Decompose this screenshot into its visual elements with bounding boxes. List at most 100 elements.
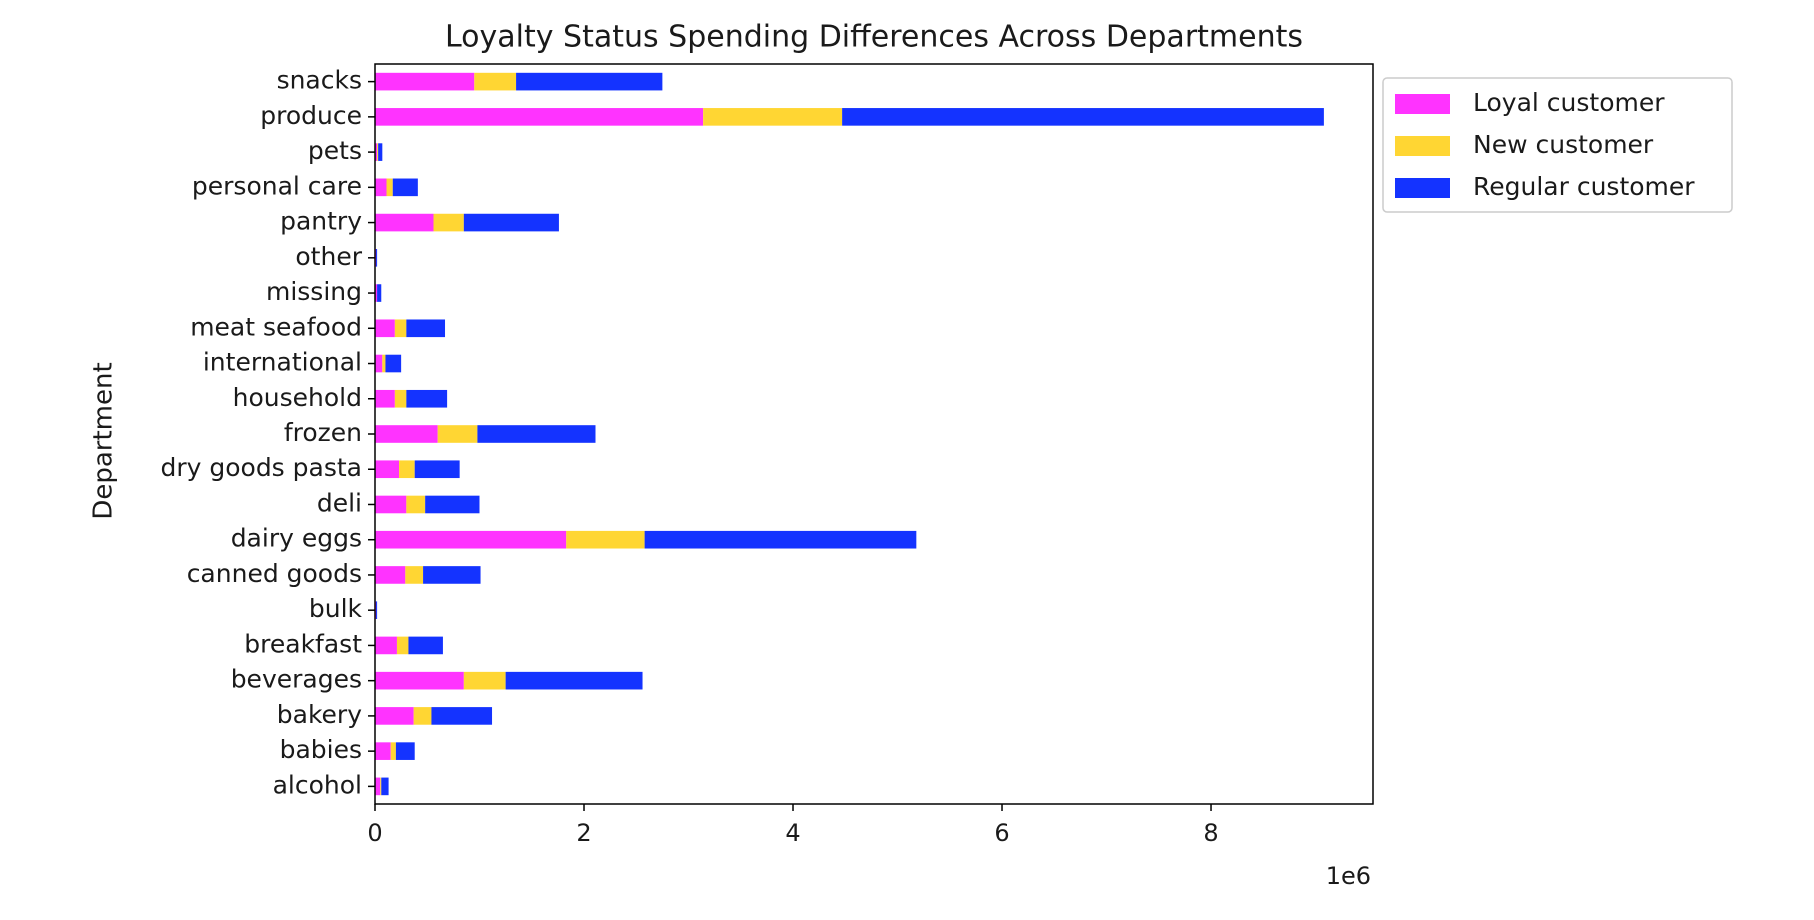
bar-bakery-series-2 <box>431 707 493 725</box>
bar-frozen-series-2 <box>477 425 596 443</box>
bar-alcohol-series-2 <box>381 777 389 796</box>
y-tick-label: babies <box>280 735 362 764</box>
legend-box <box>1382 77 1733 213</box>
x-tick-label: 2 <box>576 819 591 847</box>
legend-label: New customer <box>1473 130 1654 159</box>
bar-dry-goods-pasta-series-2 <box>414 460 460 479</box>
bar-babies-series-0 <box>375 742 391 760</box>
bar-dry-goods-pasta-series-0 <box>375 460 400 479</box>
bars-layer <box>375 72 1324 796</box>
y-tick-label: frozen <box>284 418 362 447</box>
bar-babies-series-1 <box>390 742 396 760</box>
bar-snacks-series-0 <box>375 72 475 91</box>
bar-pantry-series-1 <box>433 213 464 232</box>
y-tick-label: alcohol <box>273 770 362 799</box>
chart-title: Loyalty Status Spending Differences Acro… <box>445 20 1303 55</box>
y-tick-label: beverages <box>231 665 362 694</box>
bar-snacks-series-1 <box>474 72 517 91</box>
legend-swatch <box>1395 178 1450 198</box>
bar-snacks-series-2 <box>516 72 663 91</box>
y-tick-label: produce <box>260 101 362 130</box>
x-tick-label: 8 <box>1203 819 1218 847</box>
bar-international-series-2 <box>385 354 402 373</box>
bar-beverages-series-1 <box>463 671 506 690</box>
bar-other-series-2 <box>376 249 378 267</box>
y-tick-label: missing <box>266 277 362 306</box>
bar-beverages-series-2 <box>505 671 643 690</box>
bar-household-series-2 <box>406 389 448 408</box>
bar-frozen-series-0 <box>375 425 438 443</box>
y-tick-label: breakfast <box>244 629 362 658</box>
bar-meat-seafood-series-1 <box>394 319 407 338</box>
y-axis: alcohol babies bakery beverages breakfast bul… <box>160 66 375 799</box>
bar-breakfast-series-2 <box>408 636 443 655</box>
legend-swatch <box>1395 94 1450 114</box>
x-axis-offset-label: 1e6 <box>1326 862 1371 890</box>
y-axis-label: Department <box>89 362 119 519</box>
bar-babies-series-2 <box>395 742 415 760</box>
legend-label: Loyal customer <box>1473 88 1665 117</box>
bar-produce-series-0 <box>375 108 704 126</box>
bar-pets-series-2 <box>378 143 383 161</box>
bar-produce-series-1 <box>703 108 843 126</box>
bar-deli-series-2 <box>425 495 480 514</box>
bar-pets-series-0 <box>375 143 378 161</box>
bar-bulk-series-2 <box>376 601 378 619</box>
legend-swatch <box>1395 136 1450 156</box>
bar-alcohol-series-0 <box>375 777 381 796</box>
bar-beverages-series-0 <box>375 671 464 690</box>
y-tick-label: bakery <box>277 700 362 729</box>
bar-household-series-0 <box>375 389 395 408</box>
bar-deli-series-1 <box>406 495 426 514</box>
y-tick-label: international <box>203 348 362 377</box>
bar-produce-series-2 <box>842 108 1324 126</box>
bar-bakery-series-0 <box>375 707 414 725</box>
bar-household-series-1 <box>394 389 407 408</box>
bar-meat-seafood-series-0 <box>375 319 395 338</box>
bar-dry-goods-pasta-series-1 <box>399 460 415 479</box>
bar-alcohol-series-1 <box>380 777 382 796</box>
y-tick-label: pets <box>308 136 362 165</box>
y-tick-label: pantry <box>280 207 362 236</box>
bar-international-series-0 <box>375 354 383 373</box>
x-tick-label: 4 <box>785 819 800 847</box>
y-tick-label: snacks <box>277 66 362 95</box>
bar-personal-care-series-0 <box>375 178 387 197</box>
bar-personal-care-series-1 <box>386 178 393 197</box>
bar-deli-series-0 <box>375 495 407 514</box>
bar-pets-series-1 <box>377 143 379 161</box>
y-tick-label: household <box>233 383 362 412</box>
y-tick-label: dairy eggs <box>231 524 362 553</box>
y-tick-label: other <box>295 242 362 271</box>
bar-personal-care-series-2 <box>392 178 418 197</box>
bar-meat-seafood-series-2 <box>406 319 446 338</box>
legend: Loyal customer New customer Regular custom… <box>1382 77 1733 213</box>
bar-breakfast-series-0 <box>375 636 397 655</box>
x-tick-label: 6 <box>994 819 1009 847</box>
legend-label: Regular customer <box>1473 172 1695 201</box>
bar-pantry-series-2 <box>463 213 559 232</box>
y-tick-label: meat seafood <box>190 312 362 341</box>
bar-pantry-series-0 <box>375 213 434 232</box>
bar-dairy-eggs-series-2 <box>644 530 917 549</box>
y-tick-label: personal care <box>192 171 362 200</box>
bar-canned-goods-series-2 <box>423 566 481 584</box>
x-axis: 0 2 4 6 8 <box>367 804 1219 847</box>
bar-canned-goods-series-0 <box>375 566 406 584</box>
y-tick-label: dry goods pasta <box>160 453 362 482</box>
bar-bakery-series-1 <box>413 707 432 725</box>
bar-missing-series-2 <box>377 284 382 302</box>
bar-dairy-eggs-series-1 <box>566 530 645 549</box>
x-tick-label: 0 <box>367 819 382 847</box>
bar-international-series-1 <box>382 354 386 373</box>
y-tick-label: deli <box>317 488 362 517</box>
y-tick-label: bulk <box>309 594 363 623</box>
bar-canned-goods-series-1 <box>405 566 424 584</box>
bar-dairy-eggs-series-0 <box>375 530 567 549</box>
bar-frozen-series-1 <box>437 425 478 443</box>
y-tick-label: canned goods <box>187 559 362 588</box>
bar-missing-series-0 <box>375 284 378 302</box>
bar-breakfast-series-1 <box>396 636 409 655</box>
